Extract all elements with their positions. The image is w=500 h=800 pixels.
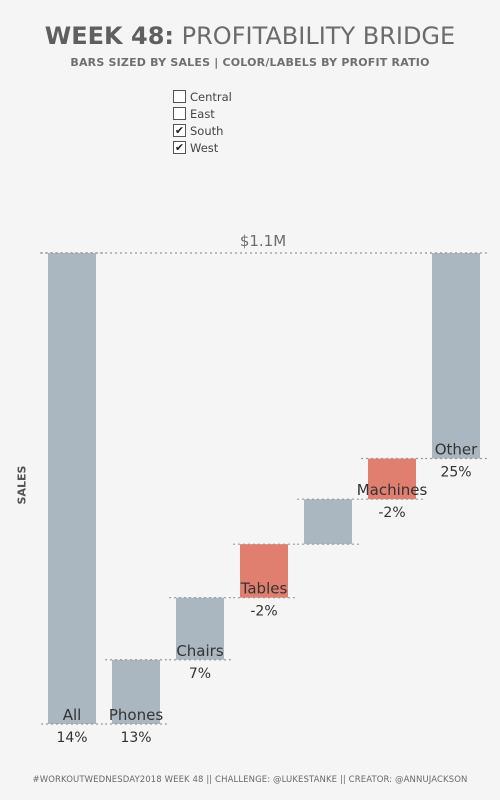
filter-option-south[interactable]: ✔ South <box>173 122 232 139</box>
profit-ratio-label: -2% <box>250 604 277 620</box>
filter-option-label: South <box>190 123 224 138</box>
filter-option-east[interactable]: East <box>173 105 232 122</box>
page-title: WEEK 48: PROFITABILITY BRIDGE <box>0 22 500 50</box>
category-label: All <box>63 706 82 724</box>
filter-option-label: West <box>190 140 219 155</box>
checkbox[interactable] <box>173 107 186 120</box>
profit-ratio-label: -2% <box>378 505 405 521</box>
bar-other <box>432 253 480 459</box>
profit-ratio-label: 25% <box>440 465 471 481</box>
bar-phones <box>112 659 160 724</box>
category-label: Machines <box>357 481 428 499</box>
region-filter: Central East ✔ South ✔ West <box>173 88 232 156</box>
title-text: PROFITABILITY BRIDGE <box>181 22 456 50</box>
filter-option-label: East <box>190 106 215 121</box>
bar-machines <box>368 458 416 500</box>
category-label: Phones <box>109 706 163 724</box>
filter-option-label: Central <box>190 89 232 104</box>
category-label: Tables <box>240 580 288 598</box>
checkbox[interactable]: ✔ <box>173 124 186 137</box>
profit-ratio-label: 14% <box>56 730 87 746</box>
title-week: WEEK 48: <box>44 22 175 50</box>
profit-ratio-label: 13% <box>120 730 151 746</box>
filter-option-west[interactable]: ✔ West <box>173 139 232 156</box>
total-label: $1.1M <box>240 232 286 250</box>
filter-option-central[interactable]: Central <box>173 88 232 105</box>
category-label: Other <box>435 441 478 459</box>
page-subtitle: BARS SIZED BY SALES | COLOR/LABELS BY PR… <box>70 56 430 69</box>
checkbox[interactable] <box>173 90 186 103</box>
category-label: Chairs <box>176 642 224 660</box>
bar-tables <box>240 544 288 598</box>
bar-unlabeled <box>304 499 352 545</box>
profit-ratio-label: 7% <box>189 666 211 682</box>
checkbox[interactable]: ✔ <box>173 141 186 154</box>
footer-credits: #WORKOUTWEDNESDAY2018 WEEK 48 || CHALLEN… <box>32 775 468 785</box>
bar-all <box>48 253 96 724</box>
bar-chairs <box>176 597 224 660</box>
